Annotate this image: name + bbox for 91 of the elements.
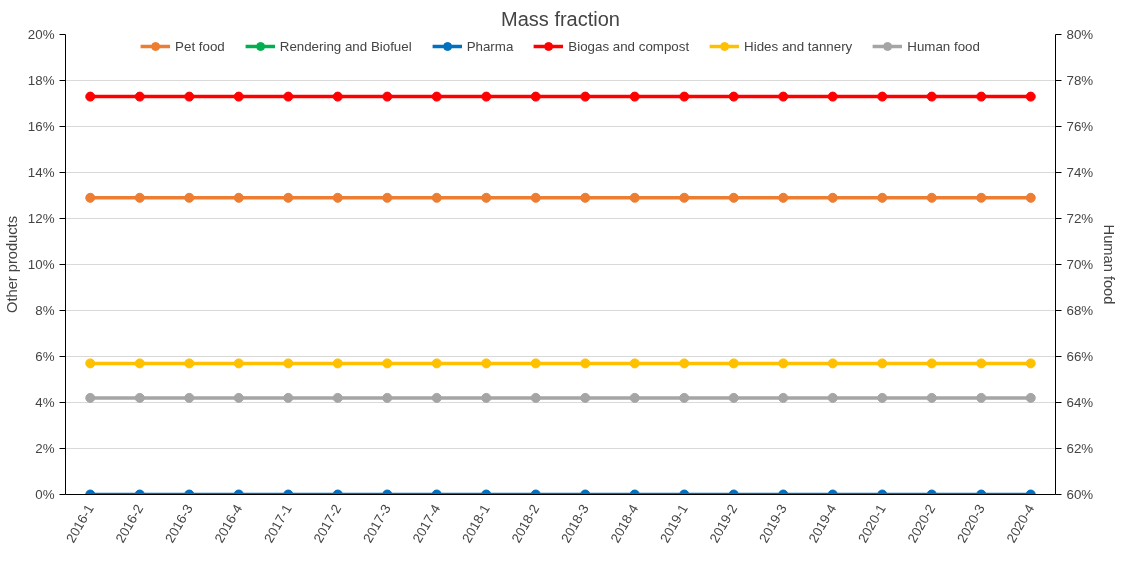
legend-label: Rendering and Biofuel — [279, 38, 412, 54]
point — [332, 91, 343, 102]
y-tick-label: 2% — [35, 441, 55, 456]
point — [431, 358, 442, 369]
point — [233, 91, 244, 102]
y2-tick-label: 76% — [1066, 119, 1094, 134]
chart-title: Mass fraction — [501, 7, 620, 30]
point — [877, 192, 888, 203]
legend-label: Hides and tannery — [744, 38, 853, 54]
point — [926, 192, 937, 203]
point — [134, 91, 145, 102]
point — [926, 91, 937, 102]
y2-tick-label: 80% — [1066, 27, 1094, 42]
y2-tick-label: 68% — [1066, 303, 1094, 318]
point — [926, 358, 937, 369]
point — [778, 91, 789, 102]
point — [827, 358, 838, 369]
point — [778, 192, 789, 203]
y-tick-label: 0% — [35, 487, 55, 502]
point — [233, 192, 244, 203]
point — [1025, 358, 1036, 369]
point — [481, 91, 492, 102]
point — [976, 192, 987, 203]
y-tick-label: 16% — [27, 119, 55, 134]
y2-tick-label: 60% — [1066, 487, 1094, 502]
point — [431, 91, 442, 102]
y-tick-label: 20% — [27, 27, 55, 42]
point — [976, 91, 987, 102]
point — [382, 358, 393, 369]
point — [877, 91, 888, 102]
y2-axis-title: Human food — [1101, 224, 1118, 305]
point — [580, 192, 591, 203]
point — [85, 358, 96, 369]
point — [827, 91, 838, 102]
point — [134, 358, 145, 369]
point — [283, 358, 294, 369]
y2-tick-label: 78% — [1066, 73, 1094, 88]
y-tick-label: 8% — [35, 303, 55, 318]
y-tick-label: 6% — [35, 349, 55, 364]
point — [382, 192, 393, 203]
y2-tick-label: 70% — [1066, 257, 1094, 272]
point — [85, 192, 96, 203]
point — [481, 192, 492, 203]
y-tick-label: 12% — [27, 211, 55, 226]
y-tick-label: 18% — [27, 73, 55, 88]
point — [1025, 192, 1036, 203]
y2-tick-label: 62% — [1066, 441, 1094, 456]
point — [184, 91, 195, 102]
point — [85, 91, 96, 102]
point — [580, 358, 591, 369]
point — [629, 91, 640, 102]
legend-label: Pharma — [466, 38, 514, 54]
point — [184, 358, 195, 369]
y-axis-title: Other products — [3, 216, 20, 313]
y-tick-label: 14% — [27, 165, 55, 180]
point — [431, 192, 442, 203]
point — [530, 358, 541, 369]
point — [778, 358, 789, 369]
y2-tick-label: 64% — [1066, 395, 1094, 410]
y-tick-label: 10% — [27, 257, 55, 272]
point — [283, 91, 294, 102]
point — [728, 358, 739, 369]
y2-tick-label: 66% — [1066, 349, 1094, 364]
y-tick-label: 4% — [35, 395, 55, 410]
legend-label: Pet food — [175, 38, 225, 54]
point — [332, 192, 343, 203]
point — [184, 192, 195, 203]
point — [1025, 91, 1036, 102]
point — [134, 192, 145, 203]
point — [283, 192, 294, 203]
y2-tick-label: 72% — [1066, 211, 1094, 226]
y2-tick-label: 74% — [1066, 165, 1094, 180]
point — [976, 358, 987, 369]
point — [629, 358, 640, 369]
point — [679, 358, 690, 369]
point — [233, 358, 244, 369]
point — [728, 192, 739, 203]
point — [728, 91, 739, 102]
point — [679, 192, 690, 203]
point — [382, 91, 393, 102]
point — [629, 192, 640, 203]
point — [877, 358, 888, 369]
point — [332, 358, 343, 369]
legend-label: Biogas and compost — [568, 38, 690, 54]
legend-label: Human food — [907, 38, 980, 54]
point — [827, 192, 838, 203]
point — [530, 192, 541, 203]
point — [679, 91, 690, 102]
point — [481, 358, 492, 369]
point — [580, 91, 591, 102]
point — [530, 91, 541, 102]
